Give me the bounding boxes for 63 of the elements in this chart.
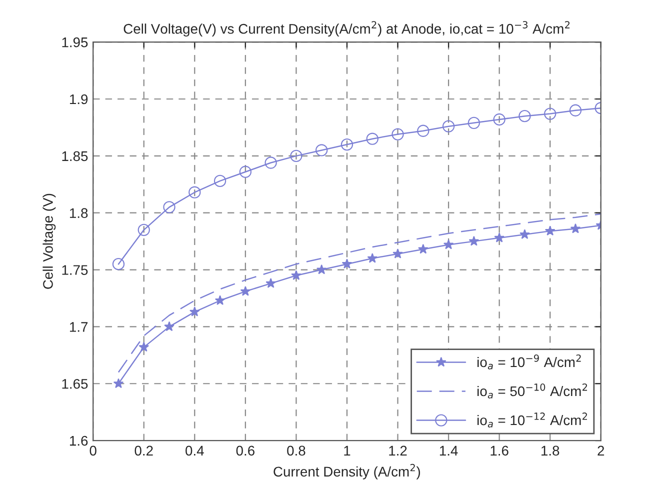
point bbox=[164, 321, 174, 332]
point bbox=[291, 270, 302, 280]
point bbox=[468, 236, 480, 246]
point bbox=[443, 239, 454, 250]
point bbox=[264, 156, 277, 169]
point bbox=[188, 186, 201, 198]
point bbox=[494, 232, 504, 242]
x-tick-label: 2 bbox=[598, 446, 604, 456]
point bbox=[316, 144, 328, 156]
point bbox=[520, 229, 530, 239]
x-tick-label: 0.8 bbox=[287, 446, 306, 456]
legend-label: io$_{a}$ = 50$^{−10}$ A/cm$^{2}$ bbox=[477, 384, 587, 398]
x-tick-label: 1.6 bbox=[490, 446, 508, 456]
x-tick-label: 0.4 bbox=[186, 446, 204, 456]
point bbox=[570, 223, 581, 234]
x-tick-label: 0 bbox=[90, 446, 96, 456]
point bbox=[367, 253, 378, 263]
point bbox=[392, 128, 404, 140]
point bbox=[442, 120, 455, 132]
point bbox=[316, 264, 327, 274]
y-axis-title: Cell Voltage (V) bbox=[42, 194, 56, 289]
point bbox=[112, 258, 125, 270]
legend-label: io$_{a}$ = 10$^{−9}$ A/cm$^{2}$ bbox=[477, 354, 581, 370]
point bbox=[569, 104, 582, 116]
point bbox=[418, 244, 428, 254]
x-tick-label: 1.4 bbox=[440, 446, 458, 456]
x-tick-label: 1.8 bbox=[542, 446, 560, 456]
point bbox=[544, 108, 556, 120]
point bbox=[266, 278, 276, 288]
point bbox=[163, 201, 176, 214]
point bbox=[138, 224, 150, 236]
point bbox=[518, 110, 531, 122]
point bbox=[138, 342, 150, 352]
x-tick-label: 1.2 bbox=[389, 446, 407, 456]
x-tick-label: 0.2 bbox=[134, 446, 153, 456]
y-tick-label: 1.8 bbox=[70, 208, 88, 218]
point bbox=[290, 150, 302, 162]
point bbox=[340, 138, 354, 151]
point bbox=[468, 116, 480, 129]
point bbox=[239, 166, 252, 178]
point bbox=[544, 226, 556, 236]
y-tick-label: 1.7 bbox=[70, 322, 88, 332]
x-axis-title: Current Density (A/cm$^{2}$) bbox=[274, 464, 420, 480]
point bbox=[214, 174, 226, 188]
y-tick-label: 1.85 bbox=[62, 151, 88, 162]
y-tick-label: 1.65 bbox=[62, 378, 88, 389]
y-tick-label: 1.95 bbox=[62, 37, 88, 48]
chart-title: Cell Voltage(V) vs Current Density(A/cm$^{2}$) at Anode, io,cat = 10$^{−3}$ A/cm$^{2}$ bbox=[124, 21, 570, 37]
y-tick-label: 1.9 bbox=[70, 94, 88, 104]
point bbox=[190, 306, 200, 316]
legend-label: io$_{a}$ = 10$^{−12}$ A/cm$^{2}$ bbox=[477, 412, 587, 428]
point bbox=[240, 286, 251, 296]
y-tick-label: 1.6 bbox=[70, 436, 88, 446]
point bbox=[392, 248, 403, 258]
y-tick-label: 1.75 bbox=[62, 265, 88, 275]
point bbox=[417, 124, 430, 137]
point bbox=[366, 132, 378, 145]
point bbox=[113, 378, 124, 388]
point bbox=[214, 295, 226, 305]
x-tick-label: 1 bbox=[344, 446, 350, 456]
x-tick-label: 0.6 bbox=[236, 446, 254, 456]
point bbox=[342, 258, 352, 269]
point bbox=[493, 113, 506, 126]
